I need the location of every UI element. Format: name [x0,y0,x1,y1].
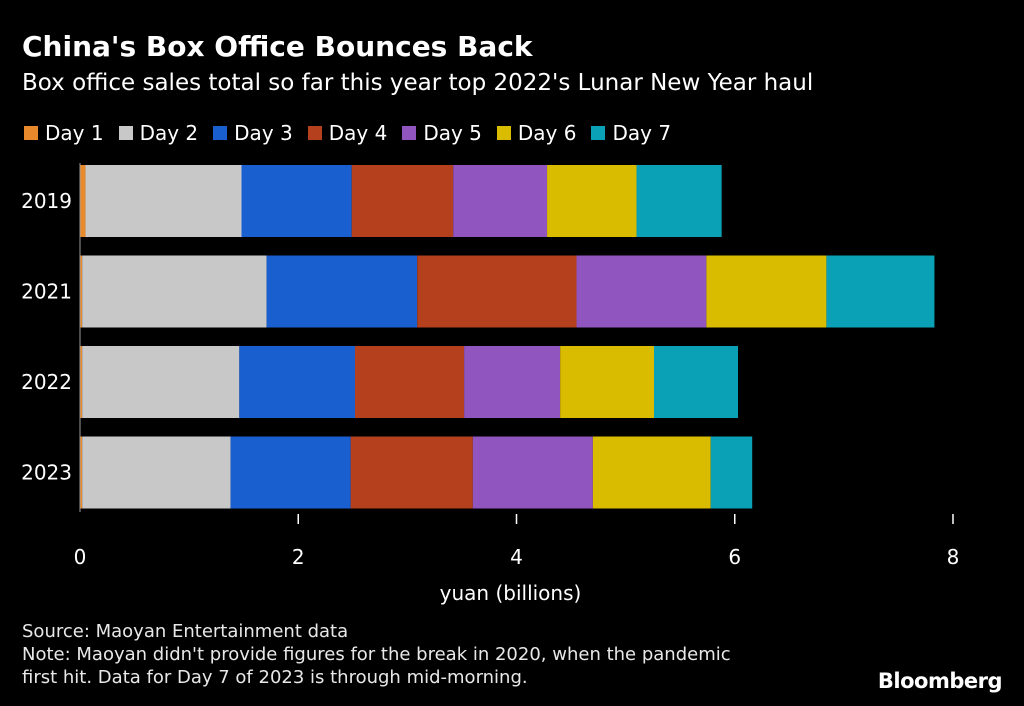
legend: Day 1 Day 2 Day 3 Day 4 Day 5 Day 6 Day 7 [24,121,686,145]
bar-2022-day-2 [82,346,240,418]
bar-2019-day-3 [241,165,352,237]
bar-2019-day-4 [351,165,454,237]
bar-2023-day-1 [80,436,83,509]
x-tick-label-8: 8 [947,545,960,569]
bar-2023-day-6 [592,436,711,509]
legend-label: Day 3 [234,121,293,145]
x-tick-label-2: 2 [292,545,305,569]
legend-swatch [213,126,228,140]
bar-2022-day-7 [654,346,739,418]
legend-swatch [307,126,322,140]
legend-label: Day 4 [328,121,388,145]
bloomberg-logo: Bloomberg [877,669,1003,693]
bar-2022-day-3 [239,346,355,418]
bar-2019-day-2 [85,165,242,237]
footnote-line-1: Note: Maoyan didn't provide figures for … [22,644,731,665]
bar-2023-day-3 [230,436,351,509]
category-label-2019: 2019 [21,189,72,213]
bar-2023-day-4 [350,436,473,509]
chart-subtitle: Box office sales total so far this year … [22,70,814,96]
legend-label: Day 1 [45,121,104,145]
legend-item-day-7: Day 7 [591,121,671,145]
bar-2021-day-3 [266,255,418,328]
bar-2021-day-6 [706,255,827,328]
chart-title: China's Box Office Bounces Back [22,30,533,63]
x-tick-label-4: 4 [510,545,523,569]
bar-2023-day-2 [82,436,231,509]
bar-2021-day-7 [826,255,935,328]
legend-label: Day 2 [139,121,199,145]
legend-item-day-5: Day 5 [402,121,482,145]
bar-2021-day-5 [576,255,707,328]
x-tick-label-6: 6 [728,545,741,569]
legend-label: Day 5 [423,121,482,145]
source-note: Source: Maoyan Entertainment data [22,621,349,642]
bar-2022-day-4 [355,346,465,418]
bar-2022-day-1 [80,346,83,418]
legend-swatch [496,126,511,140]
legend-swatch [591,126,606,140]
legend-label: Day 7 [612,121,672,145]
legend-swatch [24,126,38,140]
bar-2022-day-5 [464,346,561,418]
bar-2019-day-7 [636,165,722,237]
bar-2021-day-4 [417,255,577,328]
bar-2021-day-1 [80,255,83,328]
bar-2019-day-6 [547,165,637,237]
x-axis-label: yuan (billions) [440,581,582,605]
legend-item-day-6: Day 6 [496,121,577,145]
footnote-line-2: first hit. Data for Day 7 of 2023 is thr… [22,667,528,688]
footer: Source: Maoyan Entertainment data Note: … [22,620,731,689]
legend-label: Day 6 [517,121,577,145]
legend-item-day-3: Day 3 [213,121,293,145]
x-tick-label-0: 0 [74,545,87,569]
bar-2022-day-6 [560,346,654,418]
category-label-2023: 2023 [21,461,72,485]
legend-item-day-4: Day 4 [307,121,388,145]
legend-swatch [118,126,133,140]
bar-2023-day-7 [710,436,753,509]
bar-2019-day-5 [453,165,548,237]
legend-item-day-2: Day 2 [118,121,199,145]
legend-item-day-1: Day 1 [24,121,104,145]
bar-2019-day-1 [80,165,86,237]
legend-swatch [402,126,417,140]
category-label-2021: 2021 [21,280,72,304]
category-label-2022: 2022 [21,370,72,394]
bar-2021-day-2 [82,255,267,328]
bar-2023-day-5 [472,436,593,509]
